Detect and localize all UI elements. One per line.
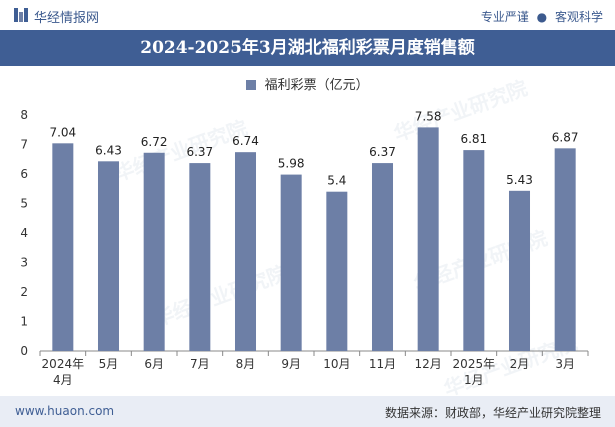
- data-label: 6.87: [552, 130, 579, 144]
- data-label: 7.04: [49, 125, 76, 139]
- data-label: 7.58: [415, 109, 442, 123]
- y-tick-label: 7: [20, 138, 28, 152]
- data-label: 5.98: [278, 157, 305, 171]
- website-url[interactable]: www.huaon.com: [15, 404, 115, 418]
- chart-title: 2024-2025年3月湖北福利彩票月度销售额: [140, 38, 475, 58]
- bar: [280, 174, 302, 351]
- x-tick-label: 3月: [555, 357, 575, 371]
- data-label: 6.81: [460, 132, 487, 146]
- x-tick-label: 10月: [323, 357, 350, 371]
- y-tick-label: 1: [20, 315, 28, 329]
- x-tick-label: 11月: [369, 357, 396, 371]
- y-tick-label: 0: [20, 344, 28, 358]
- top-bar: 华经情报网 专业严谨 ● 客观科学: [0, 0, 615, 30]
- chart-legend: 福利彩票（亿元）: [0, 74, 615, 93]
- x-tick-label: 9月: [281, 357, 301, 371]
- bar: [554, 148, 576, 351]
- data-source: 数据来源：财政部，华经产业研究院整理: [384, 406, 601, 420]
- y-tick-label: 2: [20, 285, 28, 299]
- data-label: 5.4: [327, 174, 346, 188]
- slogan-separator: ●: [536, 10, 548, 24]
- data-label: 6.74: [232, 134, 259, 148]
- y-tick-label: 6: [20, 167, 28, 181]
- bar: [371, 163, 394, 351]
- huajing-logo-icon: [14, 8, 28, 22]
- data-label: 6.37: [186, 145, 213, 159]
- x-tick-label: 8月: [236, 357, 256, 371]
- title-bar: 2024-2025年3月湖北福利彩票月度销售额: [0, 30, 615, 66]
- data-label: 6.43: [95, 143, 122, 157]
- x-tick-label: 7月: [190, 357, 210, 371]
- data-label: 6.37: [369, 145, 396, 159]
- slogan-right: 客观科学: [554, 10, 603, 24]
- legend-label: 福利彩票（亿元）: [264, 78, 369, 93]
- x-tick-label: 2024年 4月: [42, 357, 85, 387]
- y-tick-label: 8: [20, 108, 28, 122]
- x-tick-label: 5月: [99, 357, 119, 371]
- legend-swatch: [246, 80, 257, 90]
- bar: [189, 163, 211, 351]
- x-tick-label: 12月: [415, 357, 442, 371]
- y-tick-label: 4: [20, 226, 28, 240]
- slogan-left: 专业严谨: [480, 10, 529, 24]
- brand-name: 华经情报网: [34, 11, 100, 26]
- data-label: 6.72: [141, 135, 168, 149]
- bar: [463, 150, 485, 351]
- bar: [326, 191, 348, 351]
- bar: [417, 127, 439, 351]
- x-tick-label: 2月: [510, 357, 530, 371]
- y-tick-label: 3: [20, 256, 28, 270]
- bar: [143, 152, 165, 351]
- bar: [508, 190, 531, 351]
- x-tick-label: 2025年 1月: [453, 357, 496, 387]
- data-label: 5.43: [506, 173, 533, 187]
- x-tick-label: 6月: [144, 357, 164, 371]
- bar: [234, 152, 257, 351]
- y-tick-label: 5: [20, 197, 28, 211]
- footer-bar: www.huaon.com 数据来源：财政部，华经产业研究院整理: [0, 396, 615, 427]
- bar: [52, 143, 74, 351]
- bar: [97, 161, 120, 351]
- slogan: 专业严谨 ● 客观科学: [481, 8, 603, 25]
- bar-chart: 0 1 2 3 4 5 6 7 8 7.04 2024年 4月 6.43 5月 6.72 6月 6.37 7月 6.…: [20, 108, 589, 387]
